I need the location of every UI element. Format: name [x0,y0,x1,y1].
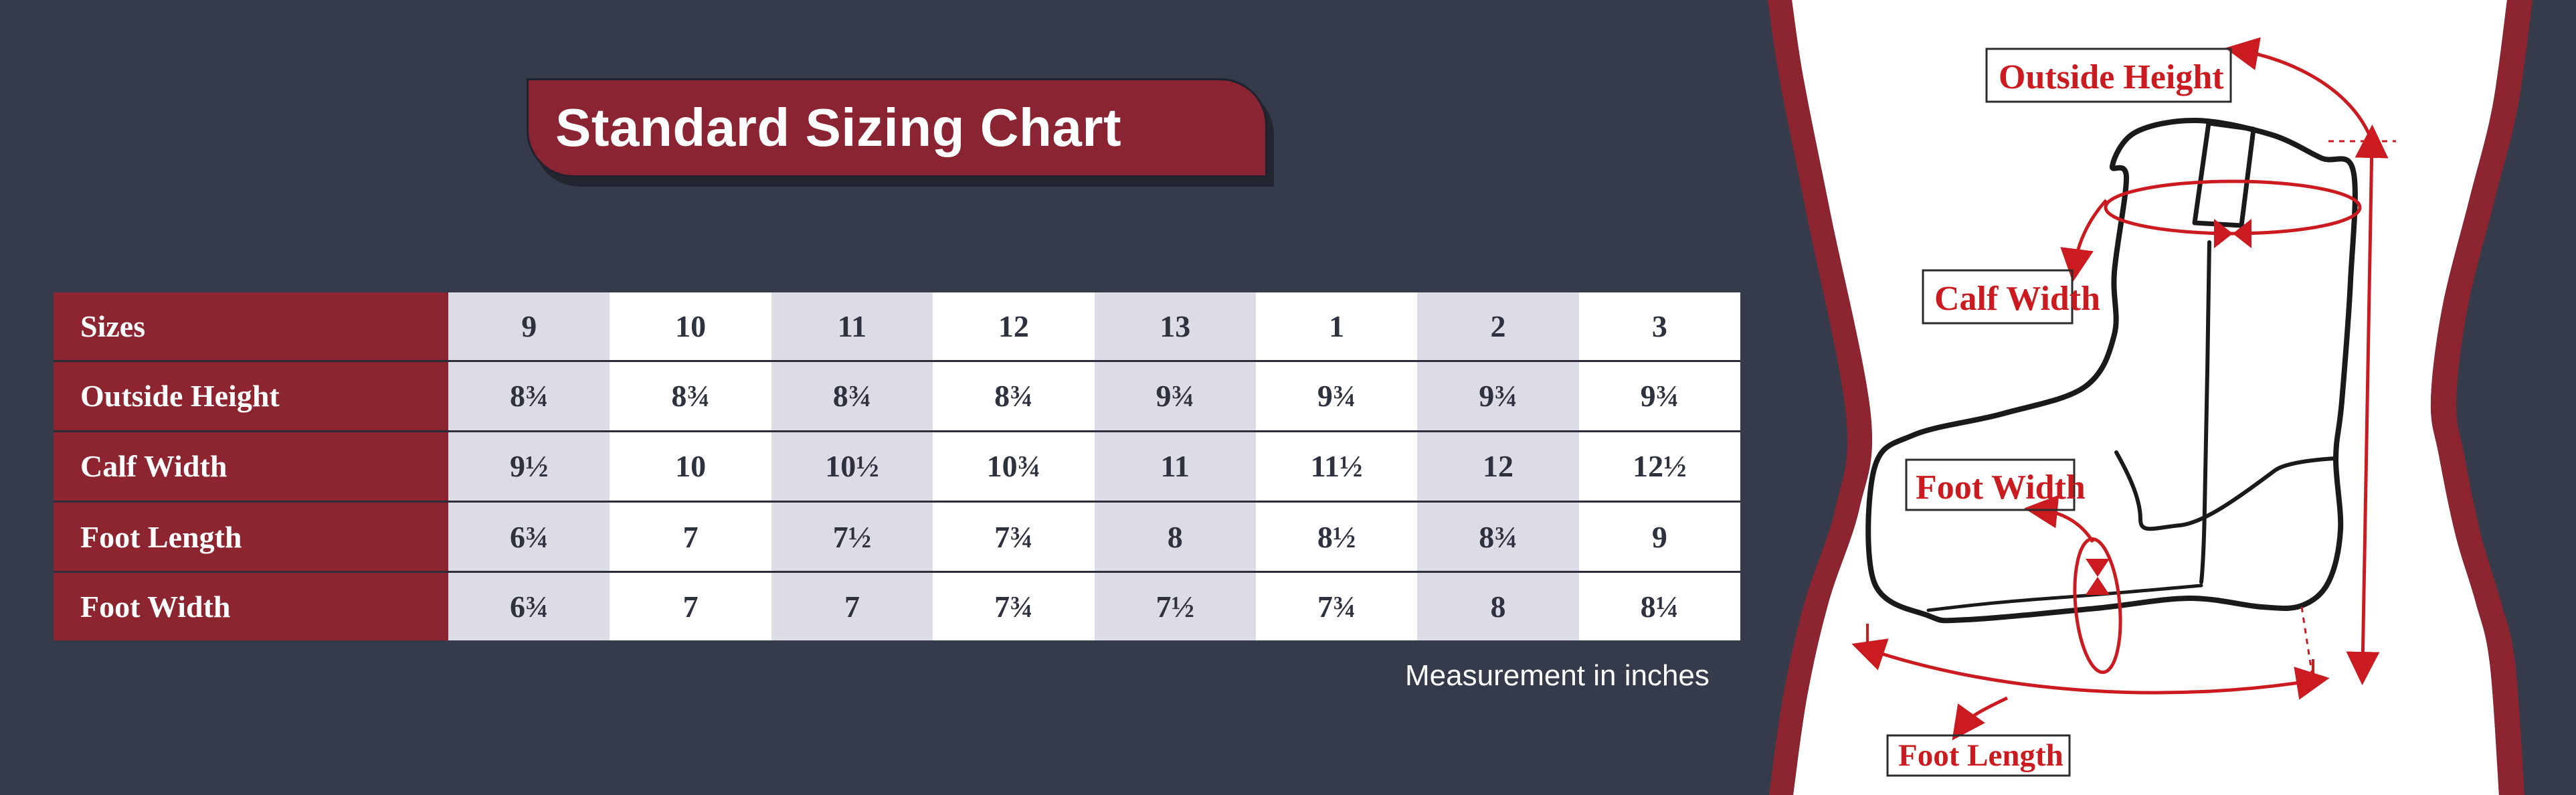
svg-text:Foot Length: Foot Length [1898,738,2063,773]
svg-text:Outside Height: Outside Height [1999,58,2224,96]
svg-text:Calf Width: Calf Width [1934,280,2100,318]
svg-text:Foot Width: Foot Width [1916,468,2086,507]
